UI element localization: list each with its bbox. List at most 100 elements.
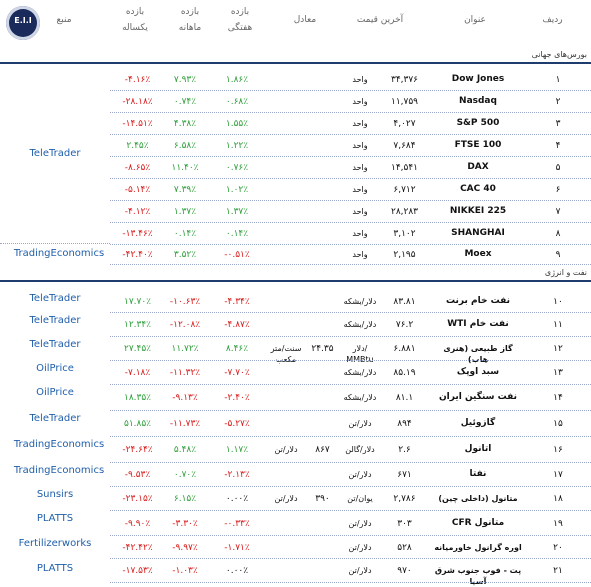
section-oil-energy: نفت و انرژی xyxy=(0,266,591,282)
row-title: گازوئیل xyxy=(460,418,496,428)
row-divider xyxy=(110,486,591,487)
weekly-return: -۴.۳۴٪ xyxy=(224,297,250,307)
row-divider xyxy=(110,244,591,245)
source-oilprice: OilPrice xyxy=(36,363,74,374)
row-title: متانول (داخلی چین) xyxy=(438,494,518,503)
row-number: ۲ xyxy=(555,97,561,107)
row-divider xyxy=(110,336,591,337)
row-divider xyxy=(110,156,591,157)
table-row: ۷ NIKKEI 225 ۲۸,۲۸۳ واحد ۱.۳۷٪ ۱.۳۷٪ -۴.۱۲٪ xyxy=(0,201,591,223)
row-title: Moex xyxy=(464,249,492,259)
monthly-return: -۳.۳۰٪ xyxy=(172,518,198,529)
row-number: ۱۳ xyxy=(553,368,563,378)
row-divider xyxy=(110,200,591,201)
row-divider xyxy=(110,178,591,179)
yearly-return: -۷.۱۸٪ xyxy=(124,368,151,378)
price-unit: واحد xyxy=(352,163,368,172)
monthly-return: ۷.۳۹٪ xyxy=(173,185,197,195)
monthly-return: ۳.۵۲٪ xyxy=(173,250,197,260)
table-row: ۱۸ متانول (داخلی چین) ۲,۷۸۶ یوان/تن ۳۹۰ دلار/… xyxy=(0,487,591,511)
row-divider xyxy=(110,535,591,536)
weekly-return: ۰.۰۰٪ xyxy=(225,566,249,576)
row-divider xyxy=(110,462,591,463)
weekly-return: ۱.۰۲٪ xyxy=(225,185,249,195)
equivalent-unit: سنت/متر مکعب xyxy=(270,344,302,364)
row-number: ۴ xyxy=(555,141,561,151)
yearly-return: -۱۴.۵۱٪ xyxy=(122,119,153,129)
section-rule xyxy=(0,280,591,282)
price-unit: واحد xyxy=(352,207,368,216)
table-row: ۵ DAX ۱۴,۵۴۱ واحد ۰.۷۶٪ ۱۱.۴۰٪ -۸.۶۵٪ xyxy=(0,157,591,179)
row-title: نفت خام WTI xyxy=(447,319,509,329)
monthly-return: ۰.۱۴٪ xyxy=(173,229,197,239)
last-price: ۷۶.۲ xyxy=(395,320,414,330)
yearly-return: ۱۷.۷۰٪ xyxy=(123,297,152,307)
row-number: ۱۲ xyxy=(553,344,563,354)
price-unit: یوان/تن xyxy=(347,494,373,503)
section-rule xyxy=(0,62,591,64)
weekly-return: ۰.۰۰٪ xyxy=(225,494,249,504)
price-unit: دلار/بشکه xyxy=(343,368,377,377)
yearly-return: -۴.۱۶٪ xyxy=(124,75,151,85)
weekly-return: ۱.۸۶٪ xyxy=(225,75,249,85)
equivalent-value: ۲۴.۳۵ xyxy=(311,344,334,354)
last-price: ۸۳.۸۱ xyxy=(393,297,416,307)
yearly-return: -۴۲.۴۰٪ xyxy=(122,250,153,260)
source-platts: PLATTS xyxy=(36,513,74,524)
row-number: ۲۰ xyxy=(553,542,563,553)
table-row: ۸ SHANGHAI ۳,۱۰۲ واحد ۰.۱۴٪ ۰.۱۴٪ -۱۳.۴۶٪ xyxy=(0,223,591,245)
price-unit: دلار/تن xyxy=(348,518,372,528)
yearly-return: -۵.۱۴٪ xyxy=(124,185,151,195)
price-unit: واحد xyxy=(352,229,368,238)
row-title: نفت خام برنت xyxy=(446,296,510,306)
table-row: ۱۰ نفت خام برنت ۸۳.۸۱ دلار/بشکه -۴.۳۴٪ -۱۰.۶۳… xyxy=(0,291,591,313)
row-title: FTSE 100 xyxy=(454,140,502,150)
last-price: ۸۱.۱ xyxy=(395,393,414,403)
monthly-return: ۱۱.۴۰٪ xyxy=(171,163,199,173)
yearly-return: ۲۷.۴۵٪ xyxy=(123,344,152,354)
table-row: ۱۶ اتانول ۲.۶ دلار/گالن ۸۶۷ دلار/تن ۱.۱۷٪ ۵.۴۸٪… xyxy=(0,437,591,463)
row-title: S&P 500 xyxy=(456,118,500,128)
row-title: CAC 40 xyxy=(460,184,496,194)
table-row: ۱۴ نفت سنگین ایران ۸۱.۱ دلار/بشکه -۲.۴۰٪ -۹.۱… xyxy=(0,385,591,411)
row-number: ۳ xyxy=(555,119,561,129)
yearly-return: -۴۲.۴۲٪ xyxy=(122,542,153,553)
source-teletrader: TeleTrader xyxy=(29,413,81,424)
source-tradingeconomics: TradingEconomics xyxy=(13,439,105,450)
row-title: گاز طبیعی (هنری هاب) xyxy=(443,344,513,364)
table-row: ۱۷ نفتا ۶۷۱ دلار/تن -۲.۱۳٪ ۰.۷۰٪ -۹.۵۳٪ xyxy=(0,463,591,487)
equivalent-value: ۳۹۰ xyxy=(315,494,330,504)
table-row: ۱۹ متانول CFR ۳۰۳ دلار/تن -۰.۳۳٪ -۳.۳۰٪ -۹.۹۰٪ xyxy=(0,511,591,536)
table-row: ۹ Moex ۲,۱۹۵ واحد -۰.۵۱٪ ۳.۵۲٪ -۴۲.۴۰٪ xyxy=(0,245,591,265)
yearly-return: -۱۳.۴۶٪ xyxy=(122,229,153,239)
source-tradingeconomics: TradingEconomics xyxy=(13,465,105,476)
weekly-return: -۰.۵۱٪ xyxy=(224,250,250,260)
row-divider xyxy=(110,510,591,511)
weekly-return: ۰.۶۸٪ xyxy=(225,97,249,107)
row-divider xyxy=(110,222,591,223)
table-row: ۱۵ گازوئیل ۸۹۴ دلار/تن -۵.۲۷٪ -۱۱.۷۳٪ ۵۱.۸۵٪ xyxy=(0,411,591,437)
row-title: اوره گرانول خاورمیانه xyxy=(434,542,522,552)
table-row: ۴ FTSE 100 ۷,۶۸۴ واحد ۱.۲۲٪ ۶.۵۸٪ ۲.۴۵٪ xyxy=(0,135,591,157)
row-number: ۱۰ xyxy=(553,297,563,307)
row-title: نفتا xyxy=(469,469,487,479)
row-number: ۱۵ xyxy=(553,419,563,429)
row-number: ۷ xyxy=(555,207,561,217)
weekly-return: -۷.۷۰٪ xyxy=(224,368,250,378)
source-fertilizerworks: Fertilizerworks xyxy=(18,538,92,549)
header-monthly-return: بازده ماهانه xyxy=(178,7,202,33)
weekly-return: ۰.۱۴٪ xyxy=(225,229,249,239)
header-yearly-return: بازده یکساله xyxy=(122,7,148,33)
yearly-return: ۵۱.۸۵٪ xyxy=(123,419,152,429)
header-source: منبع xyxy=(56,15,72,25)
last-price: ۶,۷۱۲ xyxy=(393,185,416,195)
logo: E.I.I xyxy=(6,6,40,40)
row-title: نفت سنگین ایران xyxy=(438,392,517,402)
price-unit: دلار/بشکه xyxy=(343,320,377,329)
last-price: ۳,۱۰۲ xyxy=(393,229,416,239)
row-title: Nasdaq xyxy=(459,96,497,106)
row-divider xyxy=(110,360,591,361)
table-row: ۱۲ گاز طبیعی (هنری هاب) ۶.۸۸۱ دلار/ MMBtu ۲۴… xyxy=(0,337,591,364)
last-price: ۱۱,۷۵۹ xyxy=(390,97,419,107)
yearly-return: -۱۷.۵۳٪ xyxy=(122,566,153,576)
